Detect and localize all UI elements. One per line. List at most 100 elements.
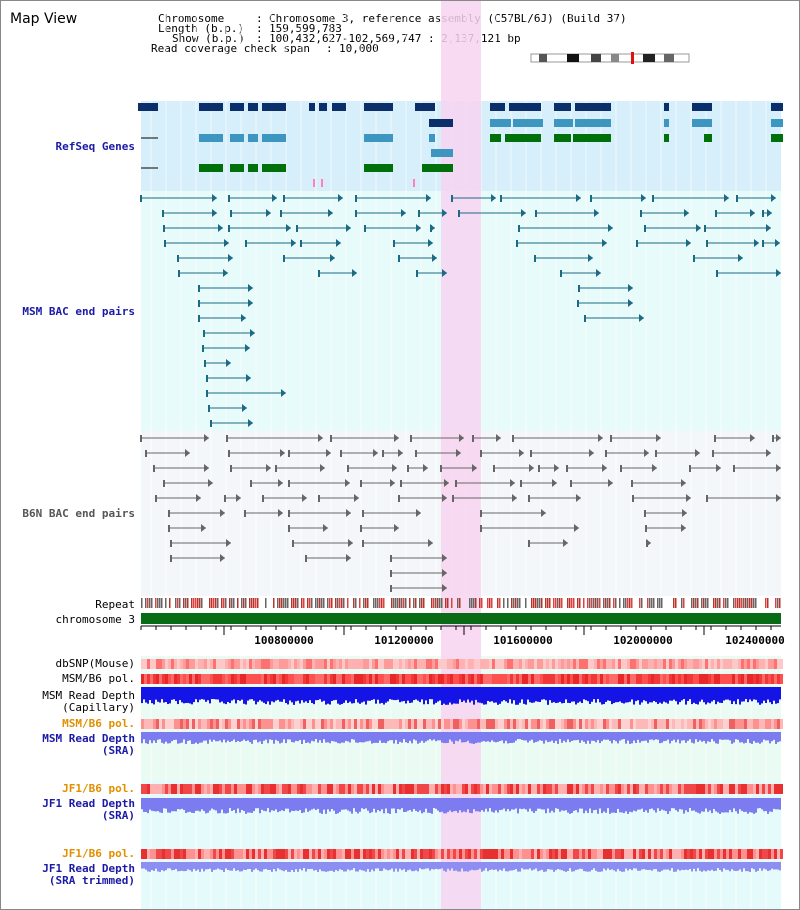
heat-cell	[330, 719, 333, 729]
depth-bar	[331, 798, 333, 810]
heat-cell	[600, 719, 603, 729]
depth-bar	[155, 687, 157, 700]
bac-end-arrow	[338, 194, 343, 202]
heat-cell	[372, 719, 375, 729]
depth-bar	[237, 798, 239, 809]
depth-bar	[565, 687, 567, 700]
depth-bar	[251, 732, 253, 744]
heat-cell	[423, 784, 426, 794]
depth-bar	[387, 732, 389, 742]
repeat-mark	[613, 598, 615, 608]
bac-end-arrow	[220, 509, 225, 517]
heat-cell	[351, 674, 354, 684]
heat-cell	[342, 784, 345, 794]
depth-bar	[539, 687, 541, 703]
refseq-label[interactable]: RefSeq Genes	[55, 140, 135, 153]
depth-bar	[697, 862, 699, 869]
heat-cell	[657, 784, 660, 794]
depth-bar	[339, 862, 341, 870]
depth-bar	[673, 862, 675, 872]
depth-bar	[747, 732, 749, 740]
depth-bar	[253, 687, 255, 701]
depth-bar	[429, 687, 431, 700]
heat-cell	[693, 784, 696, 794]
heat-cell	[711, 849, 714, 859]
depth-bar	[555, 862, 557, 871]
depth-bar	[599, 732, 601, 744]
depth-bar	[579, 862, 581, 869]
heat-cell	[438, 784, 441, 794]
show-sep: :	[256, 32, 263, 45]
depth-bar	[653, 687, 655, 701]
heat-cell	[615, 849, 618, 859]
heat-cell	[387, 659, 390, 669]
depth-bar	[179, 798, 181, 810]
msm-bac-label[interactable]: MSM BAC end pairs	[22, 305, 135, 318]
depth-bar	[493, 798, 495, 813]
heat-cell	[759, 674, 762, 684]
heat-cell	[708, 719, 711, 729]
heat-cell	[144, 719, 147, 729]
depth-bar	[463, 732, 465, 743]
heat-cell	[552, 784, 555, 794]
heat-cell	[321, 719, 324, 729]
heat-cell	[144, 674, 147, 684]
depth-bar	[361, 732, 363, 743]
heat-cell	[681, 659, 684, 669]
gene-block	[429, 119, 453, 127]
heat-cell	[594, 719, 597, 729]
gene-block	[262, 164, 286, 172]
depth-bar	[665, 687, 667, 703]
heat-cell	[528, 849, 531, 859]
heat-cell	[441, 659, 444, 669]
b6n-bac-label[interactable]: B6N BAC end pairs	[22, 507, 135, 520]
depth-bar	[379, 687, 381, 704]
heat-cell	[378, 674, 381, 684]
depth-bar	[297, 862, 299, 872]
depth-bar	[533, 862, 535, 870]
depth-bar	[205, 862, 207, 870]
heat-cell	[678, 849, 681, 859]
heat-cell	[603, 849, 606, 859]
depth-bar	[207, 732, 209, 744]
depth-bar	[299, 687, 301, 704]
depth-bar	[325, 862, 327, 872]
depth-bar	[597, 798, 599, 814]
heat-cell	[231, 719, 234, 729]
depth-bar	[613, 798, 615, 813]
depth-bar	[301, 798, 303, 814]
heat-cell	[720, 719, 723, 729]
heat-cell	[570, 659, 573, 669]
heat-cell	[777, 719, 780, 729]
repeat-mark	[587, 598, 589, 608]
heat-cell	[405, 659, 408, 669]
heat-cell	[459, 849, 462, 859]
depth-bar	[693, 732, 695, 744]
depth-bar	[735, 862, 737, 872]
depth-bar	[619, 687, 621, 702]
depth-bar	[489, 687, 491, 702]
heat-cell	[690, 659, 693, 669]
depth-bar	[183, 732, 185, 740]
depth-bar	[145, 862, 147, 870]
depth-bar	[697, 732, 699, 742]
depth-bar	[607, 687, 609, 701]
depth-bar	[697, 798, 699, 813]
bac-end	[330, 435, 332, 442]
depth-bar	[685, 862, 687, 870]
depth-bar	[189, 798, 191, 812]
heat-cell	[435, 659, 438, 669]
depth-bar	[233, 798, 235, 810]
heat-cell	[336, 674, 339, 684]
depth-bar	[653, 798, 655, 811]
heat-cell	[639, 674, 642, 684]
heat-cell	[603, 784, 606, 794]
depth-bar	[171, 862, 173, 871]
depth-bar	[541, 687, 543, 700]
repeat-mark	[347, 598, 349, 608]
depth-bar	[325, 687, 327, 705]
bac-end	[407, 465, 409, 472]
gene-block	[422, 164, 453, 172]
depth-bar	[429, 798, 431, 813]
